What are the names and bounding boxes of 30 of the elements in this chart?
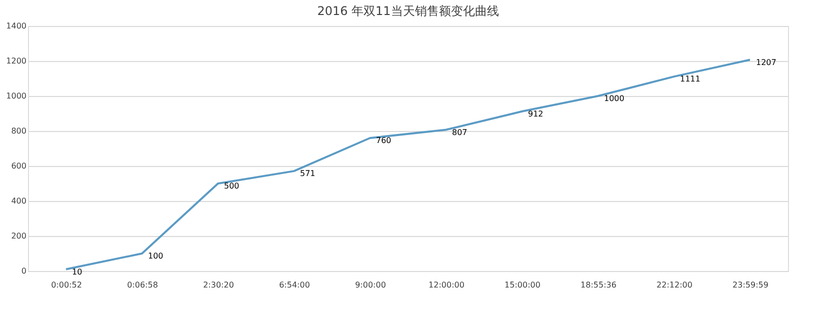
chart-title: 2016 年双11当天销售额变化曲线: [317, 4, 499, 18]
data-label: 571: [300, 169, 316, 178]
y-tick-label: 800: [11, 126, 26, 136]
x-tick-label: 0:00:52: [51, 280, 82, 290]
line-series: [65, 58, 751, 270]
data-label: 1111: [680, 74, 700, 84]
data-label: 760: [376, 136, 392, 145]
x-tick-label: 2:30:20: [203, 280, 234, 290]
x-tick-label: 12:00:00: [428, 280, 464, 290]
y-tick-label: 1400: [6, 22, 26, 30]
x-tick-label: 23:59:59: [732, 280, 768, 290]
x-tick-label: 15:00:00: [504, 280, 540, 290]
x-tick-label: 22:12:00: [656, 280, 692, 290]
data-label: 1000: [604, 94, 624, 103]
y-tick-label: 1200: [6, 56, 26, 66]
y-tick-label: 200: [11, 232, 26, 240]
data-label: 500: [224, 182, 240, 190]
x-tick-label: 6:54:00: [279, 280, 310, 290]
x-tick-label: 0:06:58: [127, 280, 158, 290]
x-tick-label: 9:00:00: [355, 280, 386, 290]
data-label: 100: [148, 252, 164, 260]
y-tick-label: 0: [21, 266, 26, 276]
x-tick-label: 18:55:36: [580, 280, 616, 290]
y-tick-label: 400: [11, 196, 26, 206]
data-label: 807: [452, 128, 468, 137]
y-tick-label: 600: [11, 162, 26, 170]
y-tick-label: 1000: [6, 92, 26, 100]
data-label: 912: [528, 109, 544, 118]
data-label: 1207: [756, 58, 776, 67]
data-label: 10: [72, 267, 82, 276]
